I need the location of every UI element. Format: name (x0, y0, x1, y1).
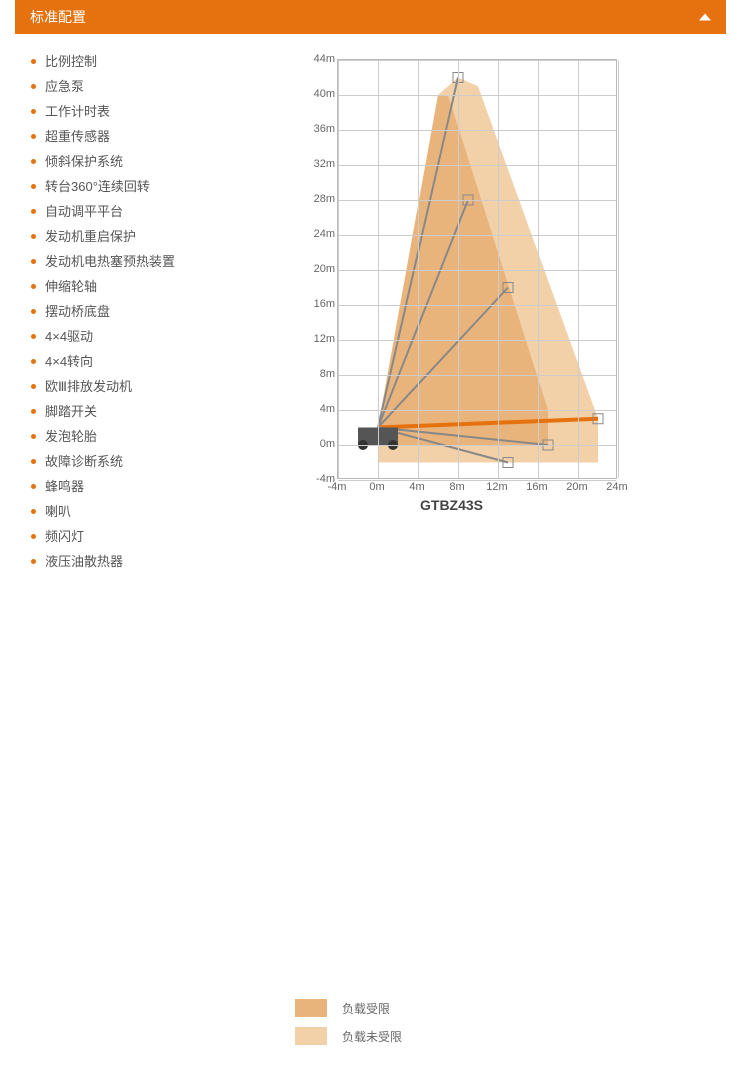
feature-item: 发泡轮胎 (45, 424, 265, 449)
feature-item: 故障诊断系统 (45, 449, 265, 474)
feature-item: 蜂鸣器 (45, 474, 265, 499)
collapse-icon[interactable] (699, 14, 711, 21)
feature-item: 发动机重启保护 (45, 224, 265, 249)
legend-label-restricted: 负载受限 (342, 1000, 390, 1017)
y-axis-label: 4m (295, 403, 335, 415)
feature-item: 自动调平平台 (45, 199, 265, 224)
feature-item: 摆动桥底盘 (45, 299, 265, 324)
feature-item: 超重传感器 (45, 124, 265, 149)
x-axis-label: 16m (522, 481, 552, 493)
legend-label-unrestricted: 负载未受限 (342, 1028, 402, 1045)
y-axis-label: 8m (295, 368, 335, 380)
feature-item: 喇叭 (45, 499, 265, 524)
x-axis-label: -4m (322, 481, 352, 493)
feature-item: 倾斜保护系统 (45, 149, 265, 174)
x-axis-label: 24m (602, 481, 632, 493)
section-header[interactable]: 标准配置 (15, 0, 726, 34)
x-axis-label: 0m (362, 481, 392, 493)
chart-column: GTBZ43S -4m 0m 4m 8m 12m 16m 20m 24m 28m 32m 36m 40… (285, 49, 726, 1055)
feature-item: 脚踏开关 (45, 399, 265, 424)
feature-item: 转台360°连续回转 (45, 174, 265, 199)
content-row: 比例控制应急泵工作计时表超重传感器倾斜保护系统转台360°连续回转自动调平平台发… (15, 49, 726, 1055)
feature-item: 伸缩轮轴 (45, 274, 265, 299)
feature-item: 工作计时表 (45, 99, 265, 124)
feature-item: 4×4驱动 (45, 324, 265, 349)
y-axis-label: 0m (295, 438, 335, 450)
feature-item: 4×4转向 (45, 349, 265, 374)
feature-item: 频闪灯 (45, 524, 265, 549)
legend: 负载受限 负载未受限 (295, 999, 726, 1045)
x-axis-label: 8m (442, 481, 472, 493)
feature-item: 欧Ⅲ排放发动机 (45, 374, 265, 399)
y-axis-label: 28m (295, 193, 335, 205)
legend-swatch-unrestricted (295, 1027, 327, 1045)
legend-swatch-restricted (295, 999, 327, 1017)
x-axis-label: 4m (402, 481, 432, 493)
y-axis-label: 44m (295, 53, 335, 65)
y-axis-label: 36m (295, 123, 335, 135)
y-axis-label: 40m (295, 88, 335, 100)
y-axis-label: 12m (295, 333, 335, 345)
chart-grid (337, 59, 617, 479)
x-axis-label: 20m (562, 481, 592, 493)
y-axis-label: 32m (295, 158, 335, 170)
feature-item: 发动机电热塞预热装置 (45, 249, 265, 274)
legend-unrestricted: 负载未受限 (295, 1027, 726, 1045)
feature-list: 比例控制应急泵工作计时表超重传感器倾斜保护系统转台360°连续回转自动调平平台发… (15, 49, 265, 1055)
feature-item: 液压油散热器 (45, 549, 265, 574)
legend-restricted: 负载受限 (295, 999, 726, 1017)
x-axis-label: 12m (482, 481, 512, 493)
section-title: 标准配置 (30, 9, 86, 25)
y-axis-label: 16m (295, 298, 335, 310)
y-axis-label: 24m (295, 228, 335, 240)
model-label: GTBZ43S (420, 497, 483, 513)
reach-chart: GTBZ43S -4m 0m 4m 8m 12m 16m 20m 24m 28m 32m 36m 40… (295, 59, 643, 529)
feature-item: 应急泵 (45, 74, 265, 99)
feature-item: 比例控制 (45, 49, 265, 74)
y-axis-label: 20m (295, 263, 335, 275)
